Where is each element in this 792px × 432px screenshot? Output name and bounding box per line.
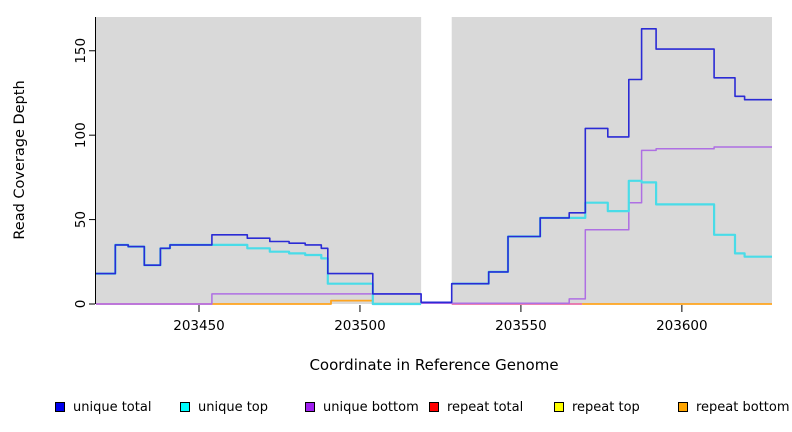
y-tick-label: 0 <box>73 300 89 309</box>
plot-panel-right <box>451 17 772 304</box>
x-tick-label: 203500 <box>334 318 386 334</box>
y-tick-label: 100 <box>73 122 89 148</box>
legend-item-unique-bottom: unique bottom <box>305 399 419 415</box>
legend-swatch <box>554 402 564 412</box>
legend-label: repeat bottom <box>696 399 790 415</box>
legend-swatch <box>55 402 65 412</box>
x-axis-title: Coordinate in Reference Genome <box>309 356 559 374</box>
legend-label: unique top <box>198 399 269 415</box>
legend-label: unique bottom <box>323 399 419 415</box>
series-unique-total-line <box>96 28 772 304</box>
legend-label: repeat total <box>447 399 524 415</box>
legend-label: repeat top <box>572 399 640 415</box>
legend-item-unique-total: unique total <box>55 399 151 415</box>
y-axis-title: Read Coverage Depth <box>12 80 28 240</box>
legend-swatch <box>678 402 688 412</box>
series-repeat-bottom-line <box>211 299 373 305</box>
legend-item-repeat-bottom: repeat bottom <box>678 399 790 415</box>
x-tick-label: 203550 <box>495 318 547 334</box>
legend-swatch <box>180 402 190 412</box>
legend-label: unique total <box>73 399 152 415</box>
y-tick-label: 150 <box>73 38 89 64</box>
y-tick-label: 50 <box>73 211 89 228</box>
x-tick-label: 203600 <box>656 318 708 334</box>
legend-swatch <box>429 402 439 412</box>
plot-panel-left <box>96 17 422 304</box>
legend-item-repeat-total: repeat total <box>429 399 523 415</box>
x-tick-label: 203450 <box>173 318 225 334</box>
legend: unique total unique top unique bottom re… <box>0 399 792 417</box>
legend-swatch <box>305 402 315 412</box>
legend-item-unique-top: unique top <box>180 399 268 415</box>
legend-item-repeat-top: repeat top <box>554 399 640 415</box>
